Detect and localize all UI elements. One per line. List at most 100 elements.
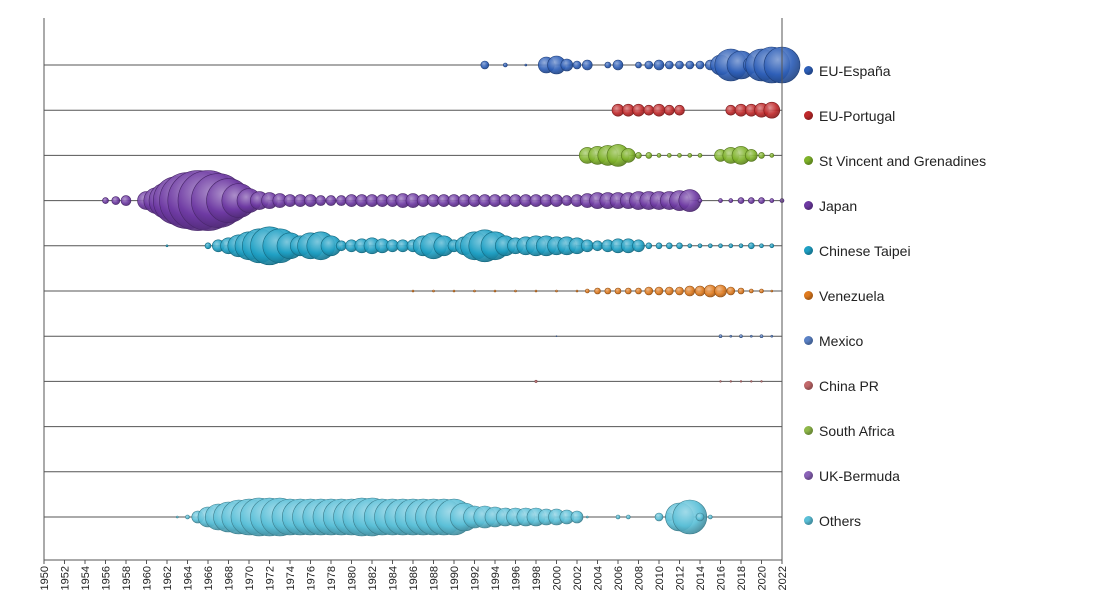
bubble-others-1963 [176, 515, 179, 519]
bubble-eu-espa-a-1993 [480, 60, 490, 70]
x-tick-label-1962: 1962 [162, 566, 174, 590]
bubble-chinese-taipei-2011 [665, 242, 673, 250]
legend-label: Japan [819, 197, 858, 214]
bubble-japan-1979 [335, 195, 347, 206]
bubble-mexico-2021 [770, 334, 774, 338]
bubble-mexico-2018 [739, 334, 743, 339]
bubble-eu-portugal-2010 [652, 103, 666, 117]
legend: EU-España EU-Portugal St Vincent and Grena… [804, 48, 1094, 543]
legend-item-mexico: Mexico [804, 318, 1094, 363]
bubble-venezuela-2021 [770, 289, 774, 293]
x-tick-label-2000: 2000 [552, 566, 564, 590]
legend-label: Venezuela [819, 287, 885, 304]
bubble-china-pr-2020 [760, 380, 763, 383]
bubble-chinese-taipei-2016 [718, 243, 723, 249]
bubble-eu-espa-a-2005 [604, 61, 612, 69]
bubble-japan-2020 [758, 197, 765, 204]
bubble-china-pr-2016 [719, 380, 722, 383]
bubble-chinese-taipei-2018 [738, 243, 744, 249]
x-tick-label-2016: 2016 [716, 566, 728, 590]
bubble-eu-portugal-2008 [632, 103, 645, 117]
bubble-venezuela-1990 [452, 289, 456, 293]
legend-item-eu-portugal: EU-Portugal [804, 93, 1094, 138]
bubble-eu-espa-a-2010 [653, 59, 665, 71]
x-tick-label-1984: 1984 [388, 566, 400, 590]
bubbles [102, 46, 801, 537]
bubble-chinese-taipei-2009 [645, 242, 653, 250]
bubble-japan-1958 [120, 195, 132, 206]
bubble-venezuela-2013 [684, 285, 696, 297]
x-tick-label-1960: 1960 [142, 566, 154, 590]
bubble-venezuela-2004 [594, 287, 601, 295]
bubble-mexico-2019 [749, 334, 753, 338]
bubble-others-2010 [654, 512, 664, 522]
bubble-chinese-taipei-1979 [335, 240, 347, 252]
legend-marker [804, 516, 813, 525]
x-ticks: 1950 1952 1954 1956 1958 1960 1962 1964 1966 1968… [39, 560, 789, 590]
bubble-chinese-taipei-2010 [655, 242, 663, 250]
bubble-chinese-taipei-2015 [707, 243, 713, 249]
bubble-mexico-2017 [729, 334, 733, 338]
bubble-japan-2000 [550, 194, 563, 207]
bubble-venezuela-2007 [624, 287, 632, 295]
bubble-others-2003 [585, 515, 589, 519]
legend-item-south-africa: South Africa [804, 408, 1094, 453]
x-tick-label-1988: 1988 [429, 566, 441, 590]
bubble-eu-espa-a-2013 [685, 60, 695, 70]
legend-label: St Vincent and Grenadines [819, 152, 987, 169]
bubble-st-vincent-and-grenadines-2019 [744, 149, 758, 162]
bubble-japan-2018 [737, 197, 745, 204]
bubble-venezuela-2017 [726, 286, 736, 296]
bubble-japan-1956 [102, 197, 109, 204]
bubble-st-vincent-and-grenadines-2021 [769, 153, 775, 158]
bubble-eu-portugal-2011 [663, 104, 675, 116]
bubble-venezuela-2018 [737, 287, 745, 295]
x-tick-label-1966: 1966 [203, 566, 215, 590]
x-tick-label-2006: 2006 [613, 566, 625, 590]
bubble-chinese-taipei-2021 [769, 243, 775, 249]
x-tick-label-2008: 2008 [634, 566, 646, 590]
legend-label: EU-España [819, 62, 891, 79]
bubble-st-vincent-and-grenadines-2008 [635, 152, 642, 159]
x-tick-label-2014: 2014 [695, 566, 707, 590]
legend-label: China PR [819, 377, 879, 394]
legend-item-chinese-taipei: Chinese Taipei [804, 228, 1094, 273]
bubble-mexico-2000 [555, 335, 558, 338]
x-tick-label-1952: 1952 [60, 566, 72, 590]
bubble-venezuela-1996 [514, 289, 517, 293]
legend-label: UK-Bermuda [819, 467, 900, 484]
legend-marker [804, 201, 813, 210]
legend-marker [804, 156, 813, 165]
legend-marker [804, 336, 813, 345]
bubble-others-2013 [672, 499, 708, 535]
x-tick-label-1964: 1964 [183, 566, 195, 590]
bubble-venezuela-2012 [675, 286, 684, 296]
bubble-venezuela-2002 [575, 289, 579, 293]
x-tick-label-2010: 2010 [654, 566, 666, 590]
bubble-eu-espa-a-2009 [644, 60, 654, 70]
x-tick-label-2020: 2020 [757, 566, 769, 590]
bubble-st-vincent-and-grenadines-2010 [656, 153, 662, 158]
bubble-st-vincent-and-grenadines-2009 [645, 152, 653, 159]
bubble-chinese-taipei-2014 [697, 243, 703, 249]
x-tick-label-1974: 1974 [285, 566, 297, 590]
x-tick-label-1990: 1990 [449, 566, 461, 590]
bubble-st-vincent-and-grenadines-2020 [758, 152, 765, 159]
x-tick-label-1980: 1980 [347, 566, 359, 590]
bubble-chinese-taipei-2017 [728, 243, 734, 249]
x-tick-label-1982: 1982 [367, 566, 379, 590]
bubble-eu-portugal-2009 [643, 104, 655, 116]
bubble-eu-espa-a-1997 [524, 63, 528, 67]
legend-marker [804, 381, 813, 390]
legend-item-others: Others [804, 498, 1094, 543]
bubble-japan-2014 [697, 198, 703, 203]
legend-marker [804, 471, 813, 480]
bubble-st-vincent-and-grenadines-2012 [677, 153, 682, 158]
x-tick-label-2012: 2012 [675, 566, 687, 590]
x-tick-label-1958: 1958 [121, 566, 133, 590]
bubble-st-vincent-and-grenadines-2014 [697, 153, 703, 158]
bubble-st-vincent-and-grenadines-2007 [620, 148, 636, 163]
bubble-venezuela-2011 [664, 286, 674, 296]
bubble-japan-1957 [111, 196, 121, 205]
bubble-eu-espa-a-2014 [695, 60, 705, 70]
